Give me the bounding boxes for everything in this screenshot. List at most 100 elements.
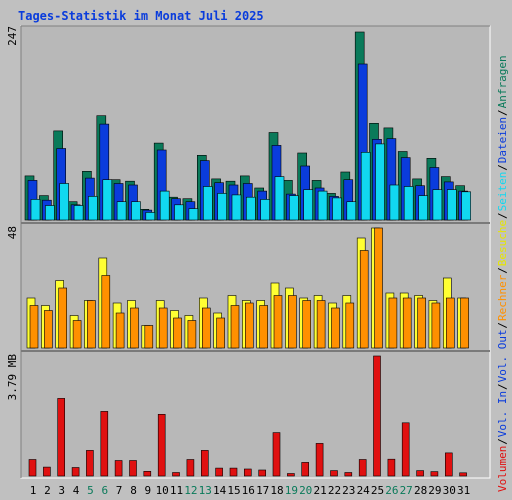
bar-rechner <box>101 275 111 349</box>
x-tick-label: 16 <box>242 484 255 497</box>
bar-rechner <box>245 302 254 349</box>
x-tick-label: 1 <box>30 484 37 497</box>
bar-seiten <box>432 189 443 221</box>
bar-volumen <box>201 450 209 477</box>
bar-seiten <box>88 196 98 221</box>
bar-seiten <box>446 189 457 221</box>
bar-volumen <box>387 458 396 477</box>
bar-volumen <box>28 459 37 477</box>
x-tick-label: 6 <box>101 484 108 497</box>
x-tick-label: 27 <box>400 484 413 497</box>
bar-volumen <box>344 472 353 477</box>
bar-rechner <box>259 305 269 349</box>
x-tick-label: 23 <box>342 484 355 497</box>
bar-seiten <box>217 193 227 221</box>
bar-volumen <box>330 470 338 477</box>
x-tick-label: 18 <box>270 484 283 497</box>
panel-separator <box>21 222 490 224</box>
bar-volumen <box>459 472 467 477</box>
bar-volumen <box>315 443 324 477</box>
bar-rechner <box>388 297 398 349</box>
bar-rechner <box>58 287 68 349</box>
bar-seiten <box>360 152 371 221</box>
bar-seiten <box>389 184 400 221</box>
x-tick-label: 15 <box>227 484 240 497</box>
bar-seiten <box>102 179 113 221</box>
bar-rechner <box>345 302 355 349</box>
bar-rechner <box>230 305 240 349</box>
bar-volumen <box>129 460 137 477</box>
bar-seiten <box>375 143 385 221</box>
bar-rechner <box>115 312 125 349</box>
bar-seiten <box>30 199 41 221</box>
bar-seiten <box>403 186 414 221</box>
volume-max-label: 3.79 MB <box>6 354 19 401</box>
x-tick-label: 2 <box>44 484 51 497</box>
x-tick-label: 9 <box>144 484 151 497</box>
legend-separator: / <box>496 383 509 390</box>
bar-seiten <box>145 212 156 221</box>
bar-volumen <box>57 398 66 477</box>
x-tick-label: 13 <box>199 484 212 497</box>
bar-volumen <box>258 469 267 477</box>
x-tick-label: 11 <box>170 484 183 497</box>
bar-volumen <box>43 466 51 477</box>
bar-seiten <box>346 201 357 221</box>
x-tick-label: 21 <box>313 484 326 497</box>
bar-seiten <box>188 208 199 221</box>
bar-rechner <box>445 297 455 349</box>
bar-seiten <box>274 176 285 221</box>
bar-seiten <box>461 191 471 221</box>
bar-seiten <box>418 195 428 221</box>
x-tick-label: 10 <box>156 484 169 497</box>
bar-rechner <box>158 307 168 349</box>
legend-rechner: Rechner <box>496 274 509 321</box>
x-tick-label: 3 <box>58 484 65 497</box>
visits-max-label: 48 <box>6 226 19 239</box>
bar-seiten <box>260 199 271 221</box>
bar-volumen <box>114 460 123 477</box>
bar-rechner <box>173 317 182 349</box>
bar-volumen <box>358 459 367 477</box>
legend-separator: / <box>496 109 509 116</box>
x-tick-label: 5 <box>87 484 94 497</box>
x-tick-label: 29 <box>428 484 441 497</box>
x-tick-label: 4 <box>73 484 80 497</box>
legend-seiten: Seiten <box>496 172 509 212</box>
right-legend: Volumen/Vol. In/Vol. Out/Rechner/Besuche… <box>496 55 509 492</box>
x-tick-label: 30 <box>443 484 456 497</box>
x-tick-label: 19 <box>285 484 298 497</box>
bar-seiten <box>231 194 242 221</box>
bar-volumen <box>157 413 166 477</box>
bar-volumen <box>430 471 439 477</box>
bar-volumen <box>100 411 109 477</box>
x-tick-label: 22 <box>328 484 341 497</box>
bar-seiten <box>317 190 328 221</box>
bar-seiten <box>289 195 299 221</box>
legend-vol-in: Vol. In <box>496 391 509 437</box>
x-tick-label: 25 <box>371 484 384 497</box>
legend-vol-out: Vol. Out <box>496 329 509 382</box>
bar-seiten <box>174 204 184 221</box>
chart-title: Tages-Statistik im Monat Juli 2025 <box>18 9 264 23</box>
bar-rechner <box>359 250 369 349</box>
bar-volumen <box>229 467 238 477</box>
bar-rechner <box>202 307 211 349</box>
bar-volumen <box>86 450 94 477</box>
bar-volumen <box>186 459 195 477</box>
legend-separator: / <box>496 164 509 171</box>
bar-seiten <box>131 201 141 221</box>
bar-rechner <box>288 295 297 349</box>
bar-seiten <box>45 205 55 221</box>
bar-seiten <box>203 186 213 221</box>
bar-seiten <box>246 196 256 221</box>
bar-seiten <box>159 190 170 221</box>
requests-max-label: 247 <box>6 26 19 46</box>
panel-separator <box>21 350 490 352</box>
bar-rechner <box>316 300 326 349</box>
bar-volumen <box>71 467 80 477</box>
bar-volumen <box>416 470 424 477</box>
x-tick-label: 14 <box>213 484 227 497</box>
